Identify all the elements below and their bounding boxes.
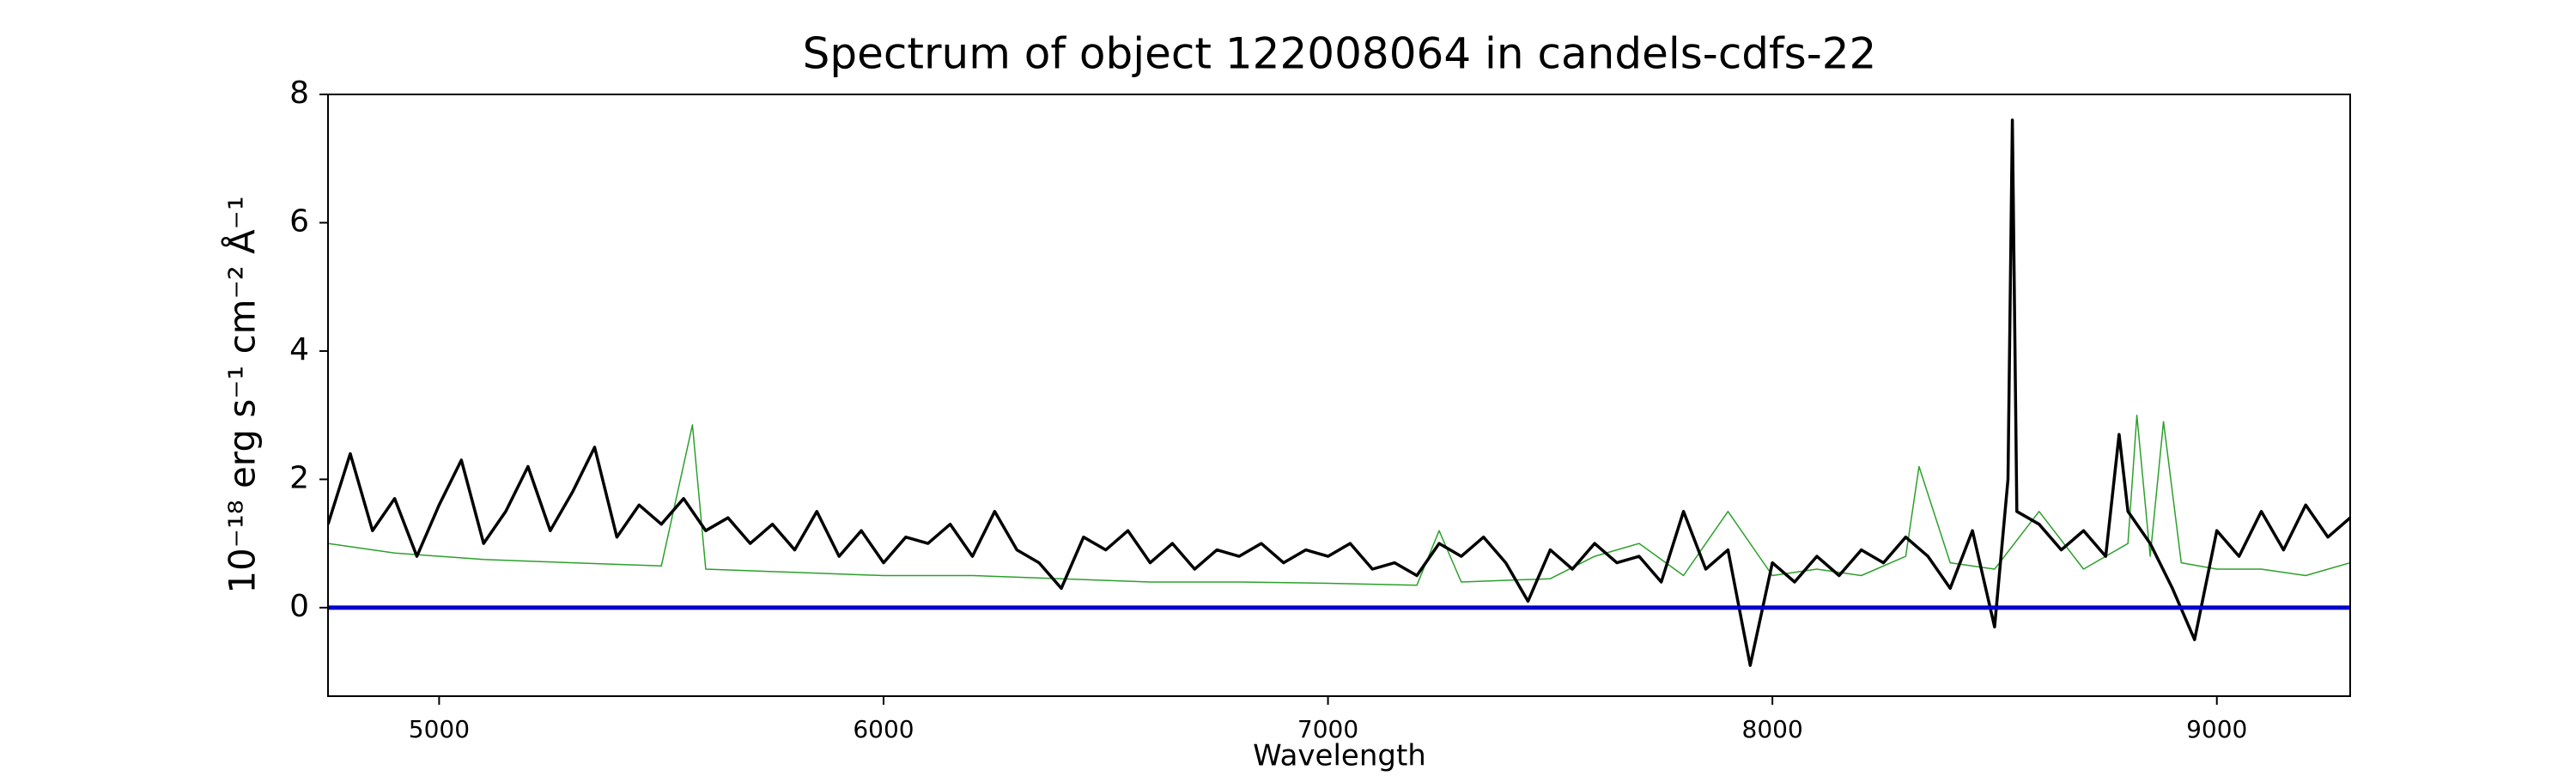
x-tick-label: 7000 <box>1297 715 1358 743</box>
y-tick-label: 4 <box>289 332 309 367</box>
y-tick-label: 6 <box>289 203 309 239</box>
y-tick-label: 8 <box>289 76 309 111</box>
plot-frame <box>327 94 2351 697</box>
x-tick-label: 6000 <box>853 715 914 743</box>
x-tick-label: 8000 <box>1742 715 1803 743</box>
spectrum-line <box>328 118 2350 667</box>
spectrum-line <box>328 414 2350 586</box>
y-axis-label: 10⁻¹⁸ erg s⁻¹ cm⁻² Å⁻¹ <box>221 196 264 593</box>
x-tick-label: 9000 <box>2186 715 2247 743</box>
chart-title: Spectrum of object 122008064 in candels-… <box>803 29 1877 79</box>
x-axis-label: Wavelength <box>1253 739 1426 773</box>
y-tick-label: 0 <box>289 589 309 624</box>
y-tick-label: 2 <box>289 460 309 495</box>
x-tick-label: 5000 <box>409 715 470 743</box>
